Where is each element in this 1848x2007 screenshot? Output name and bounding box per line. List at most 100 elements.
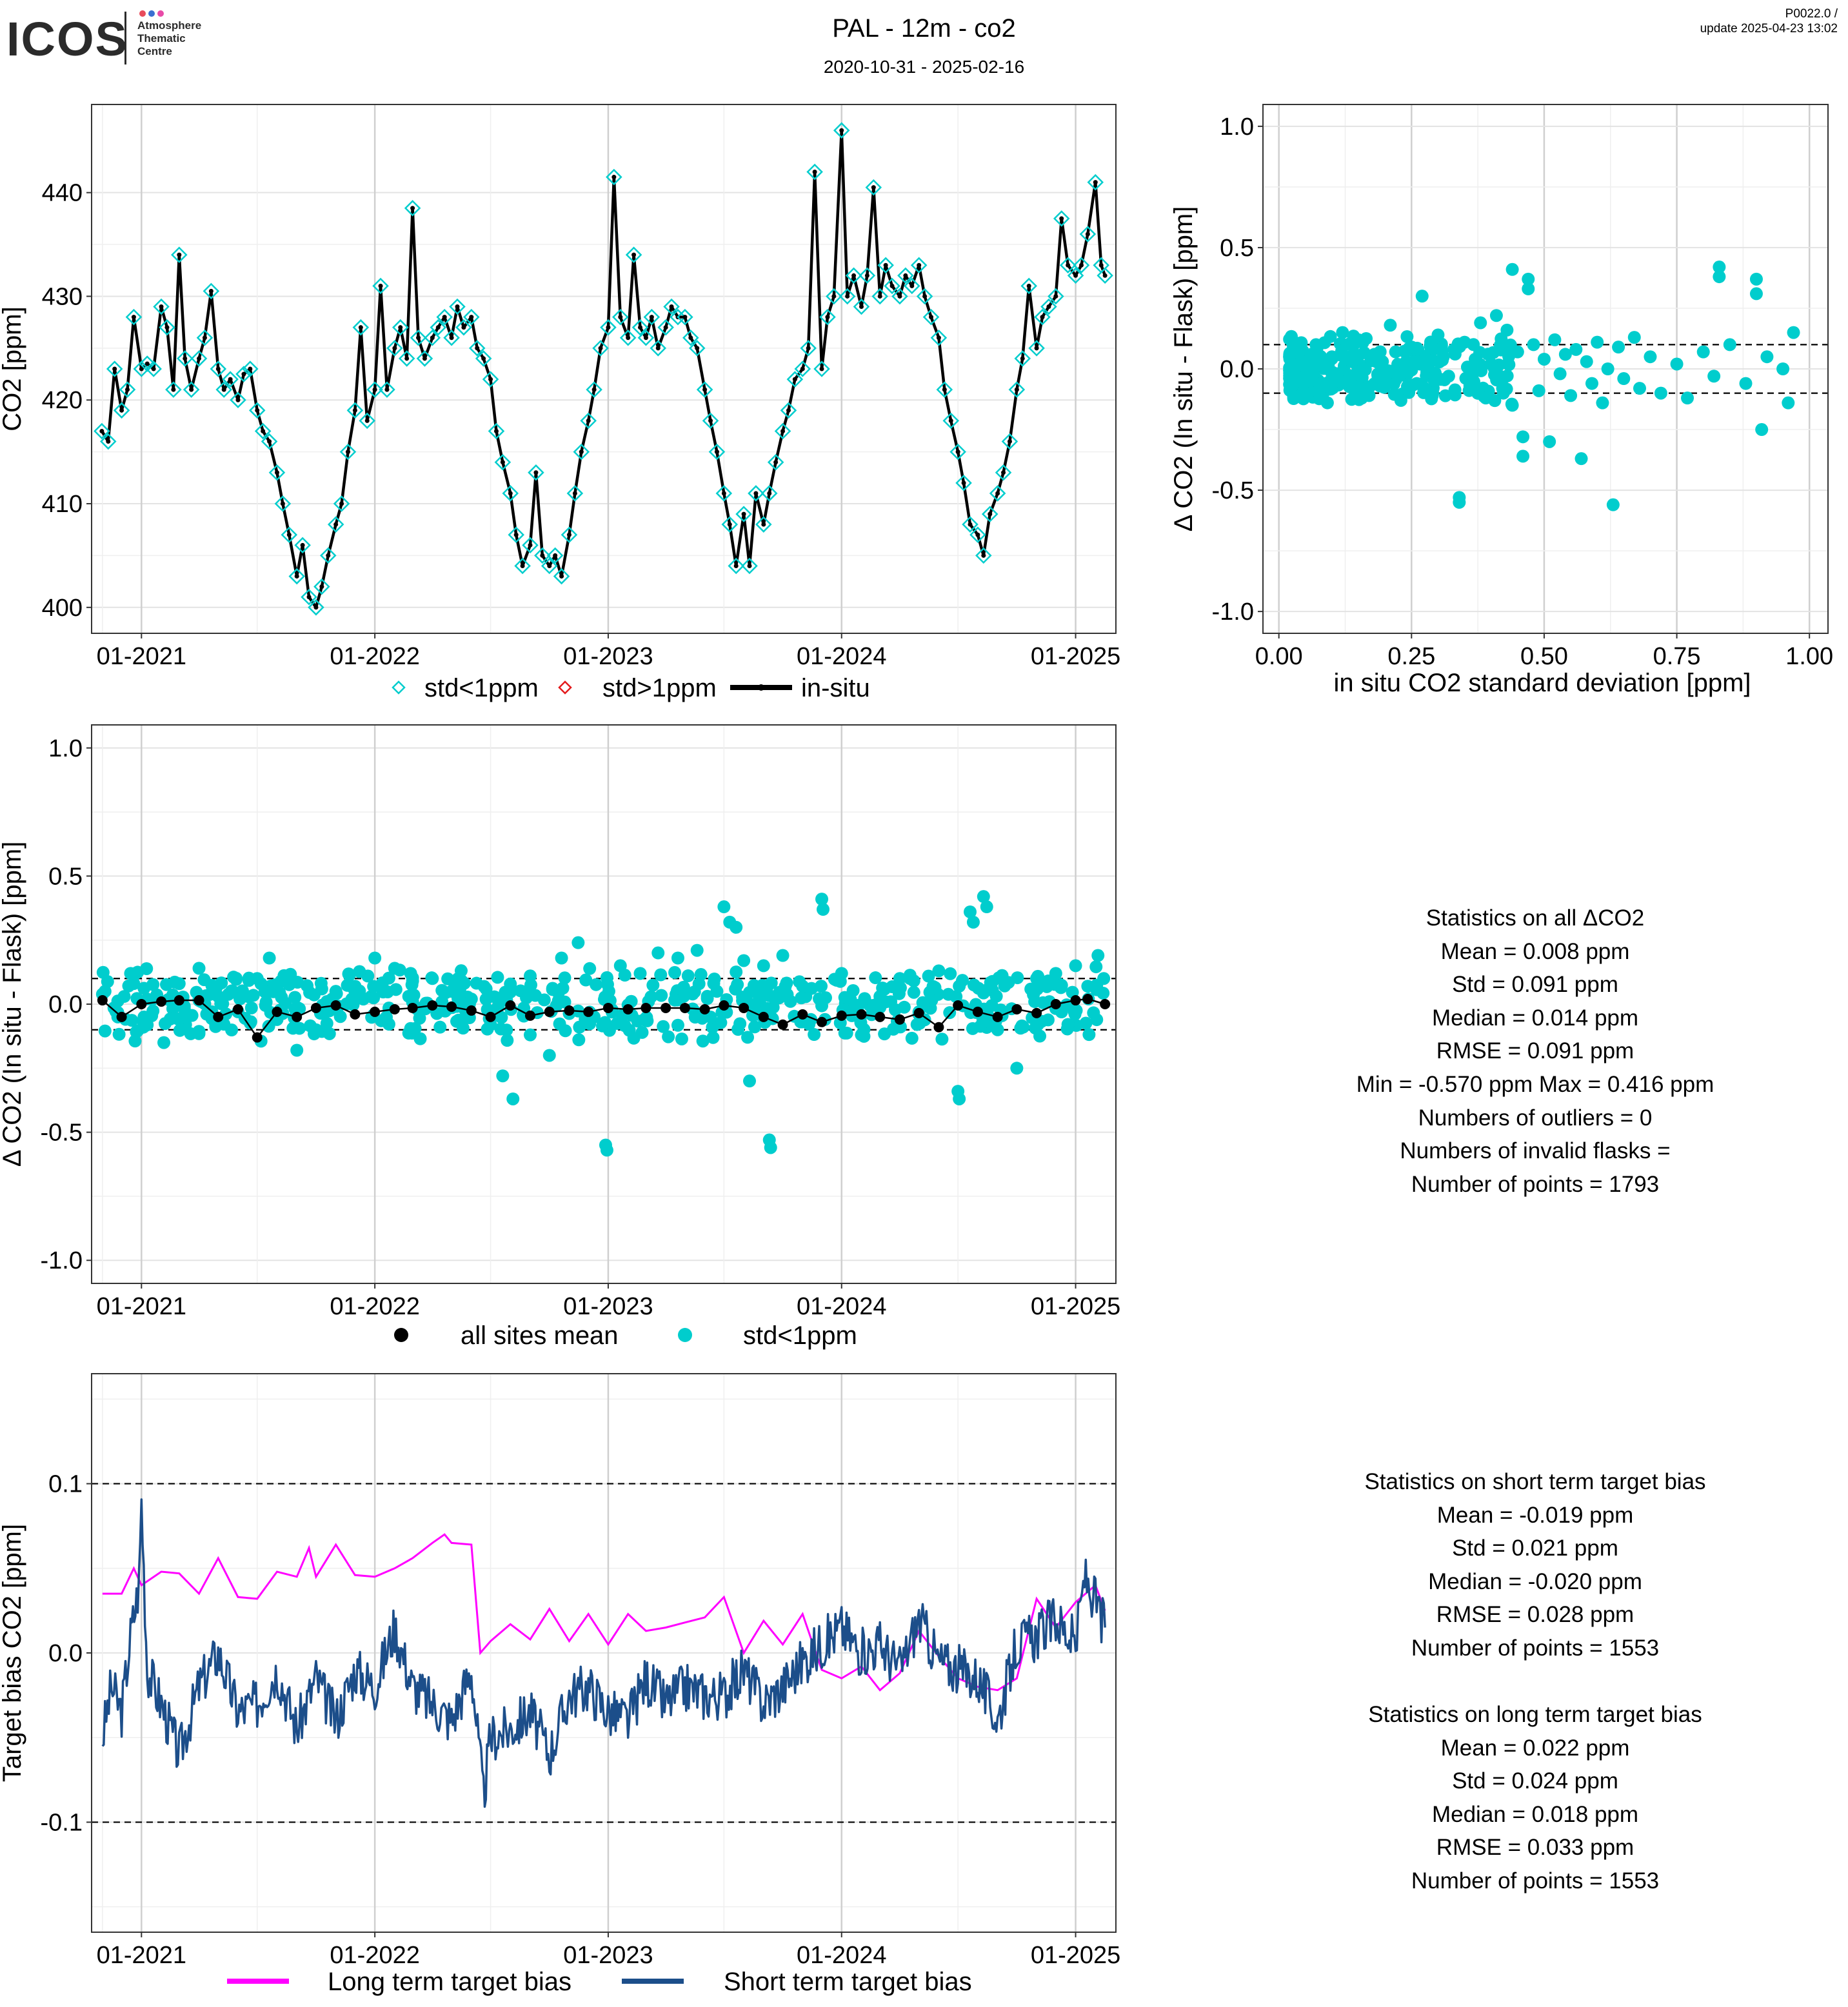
delta-mean-point — [310, 1002, 321, 1013]
co2-flask-diamond — [619, 329, 637, 346]
co2-flask-diamond — [786, 371, 804, 388]
co2-insitu-dot — [1020, 356, 1025, 361]
delta-flask-point — [943, 1006, 957, 1020]
delta-flask-point — [979, 984, 992, 997]
bias-chart-y-tick-label: 0.0 — [48, 1640, 83, 1667]
co2-insitu-dot — [435, 325, 441, 330]
delta-flask-point — [333, 1010, 347, 1023]
co2-chart-y-tick-label: 430 — [42, 283, 83, 310]
delta-flask-point — [613, 959, 627, 973]
co2-flask-diamond — [145, 361, 162, 377]
delta-flask-point — [1015, 1019, 1029, 1033]
co2-flask-diamond — [449, 298, 466, 315]
scatter-point — [1304, 374, 1318, 388]
delta-flask-point — [184, 1027, 197, 1040]
delta-flask-point — [748, 1020, 761, 1034]
stats-long-line: Number of points = 1553 — [1411, 1868, 1660, 1893]
scatter-point — [1558, 348, 1572, 361]
co2-flask-diamond — [955, 475, 972, 491]
delta-mean-point — [777, 1019, 788, 1030]
scatter-point — [1325, 350, 1338, 364]
scatter-point — [1436, 350, 1450, 364]
co2-flask-diamond — [702, 412, 719, 430]
co2-flask-diamond — [294, 537, 311, 554]
delta-flask-point — [524, 969, 537, 983]
delta-mean-point — [894, 1014, 905, 1025]
co2-flask-diamond — [806, 163, 823, 181]
scatter-point — [1378, 372, 1392, 386]
co2-flask-diamond — [392, 319, 409, 336]
scatter-point — [1505, 262, 1519, 276]
co2-insitu-dot — [119, 408, 124, 413]
logo-sub-line: Thematic — [137, 32, 186, 44]
co2-flask-diamond — [424, 329, 441, 346]
delta-mean-point — [836, 1010, 847, 1021]
delta-mean-point — [602, 1002, 613, 1013]
co2-insitu-dot — [649, 315, 654, 320]
co2-insitu-dot — [981, 553, 986, 558]
delta-flask-point — [329, 985, 343, 998]
co2-insitu-dot — [877, 293, 882, 299]
delta-flask-point — [343, 968, 356, 982]
scatter-point — [1516, 430, 1530, 444]
co2-flask-diamond — [612, 308, 629, 326]
scatter-point — [1502, 357, 1515, 370]
scatter-chart-y-tick-label: 1.0 — [1220, 114, 1254, 141]
co2-insitu-dot — [897, 293, 902, 299]
co2-insitu-dot — [1046, 304, 1051, 310]
co2-flask-diamond — [183, 381, 200, 398]
delta-flask-point — [1060, 1022, 1074, 1036]
co2-flask-diamond — [242, 361, 259, 377]
delta-flask-point — [263, 951, 276, 965]
co2-insitu-dot — [1093, 180, 1098, 185]
co2-flask-diamond — [586, 381, 602, 398]
co2-flask-diamond — [1059, 257, 1077, 273]
delta-flask-point — [367, 991, 381, 1005]
scatter-point — [1410, 377, 1424, 390]
scatter-point — [1749, 272, 1763, 286]
delta-mean-point — [525, 1010, 536, 1021]
delta-flask-point — [986, 974, 999, 988]
delta-mean-point — [679, 1002, 690, 1013]
co2-insitu-dot — [248, 366, 253, 371]
co2-insitu-dot — [197, 356, 202, 361]
co2-flask-diamond — [546, 547, 564, 564]
co2-flask-diamond — [650, 340, 667, 357]
co2-insitu-dot — [326, 553, 331, 558]
delta-flask-point — [654, 968, 668, 982]
co2-flask-diamond — [372, 277, 389, 295]
delta-mean-point — [992, 1011, 1003, 1022]
stats-delta-title: Statistics on all ΔCO2 — [1426, 905, 1645, 931]
co2-flask-diamond — [625, 246, 642, 263]
version-text: P0022.0 / — [1785, 7, 1838, 21]
delta-flask-point — [813, 992, 826, 1005]
co2-insitu-dot — [358, 325, 363, 330]
scatter-point — [1400, 330, 1414, 343]
logo-sub-line: Centre — [137, 45, 172, 57]
co2-insitu-dot — [294, 574, 299, 579]
co2-insitu-dot — [125, 387, 130, 392]
co2-insitu-dot — [825, 315, 830, 320]
co2-flask-diamond — [1014, 350, 1031, 367]
delta-flask-point — [522, 989, 536, 1002]
delta-flask-point — [731, 1023, 745, 1036]
delta-flask-point — [1028, 995, 1042, 1009]
delta-flask-point — [953, 980, 966, 993]
delta-flask-point — [368, 951, 382, 965]
co2-flask-diamond — [133, 361, 150, 377]
scatter-point — [1496, 386, 1510, 400]
delta-flask-point — [967, 978, 980, 992]
co2-flask-diamond — [606, 168, 622, 186]
delta-mean-point — [1070, 995, 1081, 1006]
delta-flask-point — [601, 978, 614, 991]
co2-chart-x-tick-label: 01-2022 — [330, 643, 419, 670]
delta-mean-point — [719, 1000, 730, 1011]
co2-insitu-dot — [579, 450, 584, 455]
scatter-point — [1431, 328, 1445, 342]
legend-std-gt-1-icon — [558, 680, 572, 695]
scatter-point — [1394, 393, 1407, 407]
delta-chart-y-tick-label: 0.5 — [48, 863, 83, 890]
delta-flask-point — [991, 1023, 1004, 1036]
co2-insitu-dot — [767, 491, 772, 496]
stats-delta-line: Number of points = 1793 — [1411, 1171, 1660, 1197]
